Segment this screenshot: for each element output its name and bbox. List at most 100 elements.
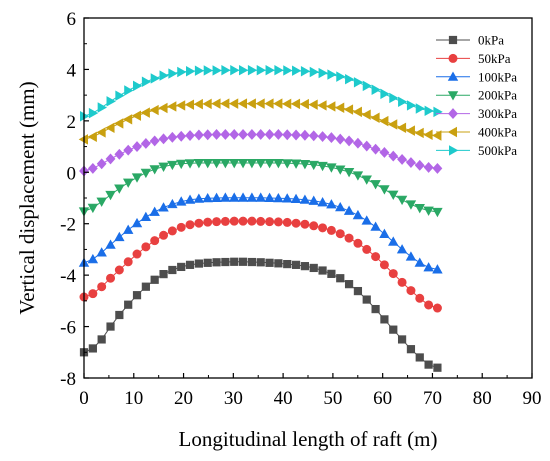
data-point <box>255 192 266 202</box>
legend-marker <box>447 71 459 81</box>
data-point <box>97 335 106 344</box>
data-point <box>318 223 328 233</box>
x-axis-title: Longitudinal length of raft (m) <box>179 427 438 451</box>
data-point <box>150 236 160 246</box>
data-point <box>96 247 107 257</box>
data-point <box>202 98 212 110</box>
x-tick-label: 0 <box>79 388 89 409</box>
data-point <box>176 159 187 170</box>
y-tick-label: 6 <box>67 9 77 30</box>
data-point <box>398 96 408 108</box>
data-point <box>317 197 328 207</box>
data-point <box>159 70 169 81</box>
data-point <box>283 65 293 76</box>
data-point <box>88 107 99 119</box>
data-point <box>221 64 231 76</box>
x-tick-label: 90 <box>523 388 542 409</box>
data-point <box>406 100 417 111</box>
series-layer <box>78 64 443 372</box>
data-point <box>388 269 398 279</box>
data-point <box>149 206 160 216</box>
data-point <box>371 84 381 95</box>
legend-item: 400kPa <box>436 125 517 140</box>
data-point <box>335 229 345 239</box>
data-point <box>326 163 337 173</box>
data-point <box>379 228 390 238</box>
data-point <box>380 315 389 324</box>
data-point <box>343 168 355 178</box>
data-point <box>212 65 222 76</box>
data-point <box>379 260 389 270</box>
data-point <box>115 310 124 320</box>
data-point <box>220 216 230 226</box>
data-point <box>131 217 143 228</box>
data-point <box>397 153 407 165</box>
data-point <box>308 130 319 142</box>
data-point <box>335 133 346 145</box>
data-point <box>343 104 354 115</box>
data-point <box>140 107 150 118</box>
legend-label: 0kPa <box>478 33 504 48</box>
data-point <box>282 193 293 203</box>
data-point <box>433 363 442 372</box>
data-point <box>158 162 169 172</box>
data-point <box>388 150 399 162</box>
data-point <box>291 260 301 269</box>
data-point <box>140 138 151 149</box>
data-point <box>238 216 248 226</box>
data-point <box>256 64 267 76</box>
y-tick-label: 4 <box>67 60 77 81</box>
legend-item: 50kPa <box>436 51 511 66</box>
data-point <box>335 165 346 175</box>
legend-label: 300kPa <box>478 106 517 121</box>
data-point <box>309 66 320 78</box>
data-point <box>290 98 301 110</box>
legend-item: 0kPa <box>436 33 504 48</box>
data-point <box>308 160 319 171</box>
legend-item: 200kPa <box>436 88 517 103</box>
data-point <box>326 101 336 112</box>
data-point <box>167 101 177 112</box>
data-point <box>149 165 160 175</box>
data-point <box>114 118 124 129</box>
data-point <box>361 215 372 225</box>
data-point <box>159 270 168 279</box>
data-point <box>432 162 443 174</box>
data-point <box>300 262 310 271</box>
data-point <box>282 217 292 227</box>
data-point <box>168 68 178 79</box>
data-point <box>264 129 275 140</box>
data-point <box>352 106 362 118</box>
data-point <box>212 217 222 227</box>
data-point <box>292 65 302 76</box>
y-tick-label: -4 <box>60 266 76 287</box>
data-point <box>300 219 310 229</box>
data-point <box>246 159 258 169</box>
data-point <box>343 205 355 215</box>
data-point <box>133 80 143 92</box>
x-tick-label: 20 <box>174 388 193 409</box>
data-point <box>185 220 195 230</box>
data-point <box>362 244 372 254</box>
legend-marker <box>448 108 458 120</box>
data-point <box>158 202 169 212</box>
data-point <box>105 153 116 165</box>
data-point <box>105 122 115 134</box>
data-point <box>230 64 240 76</box>
data-point <box>424 300 434 310</box>
data-point <box>318 67 328 79</box>
data-point <box>290 159 302 169</box>
data-point <box>168 265 177 275</box>
data-point <box>282 159 293 169</box>
data-point <box>211 129 222 140</box>
data-point <box>291 218 301 228</box>
data-point <box>247 64 258 76</box>
data-point <box>114 184 125 194</box>
data-point <box>273 98 283 109</box>
data-point <box>273 192 284 203</box>
data-point <box>256 216 266 226</box>
data-point <box>237 192 249 202</box>
data-point <box>202 129 213 141</box>
data-point <box>141 242 151 252</box>
